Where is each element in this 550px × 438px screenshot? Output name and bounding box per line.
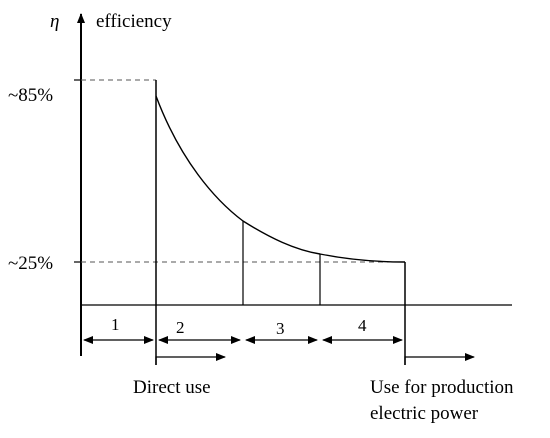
segment-label-4: 4 — [358, 316, 367, 335]
direct-use-arrow — [155, 353, 226, 365]
segment-label-3: 3 — [276, 319, 285, 338]
tick-label-high: ~85% — [8, 85, 53, 106]
efficiency-curve — [155, 95, 406, 263]
direct-use-label: Direct use — [133, 377, 211, 398]
production-label-line2: electric power — [370, 403, 479, 424]
segment-label-2: 2 — [176, 318, 185, 337]
production-arrow — [404, 353, 475, 365]
tick-label-low: ~25% — [8, 253, 53, 274]
segment-label-1: 1 — [111, 315, 120, 334]
production-label-line1: Use for production — [370, 377, 514, 398]
eta-symbol: η — [50, 11, 59, 32]
y-axis-label: efficiency — [96, 11, 172, 32]
